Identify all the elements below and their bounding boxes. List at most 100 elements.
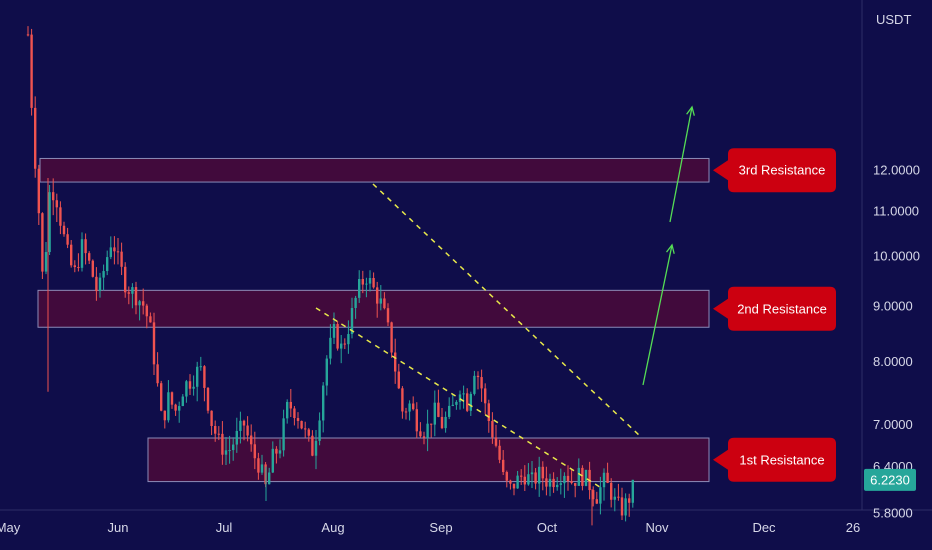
candle-body <box>613 496 616 500</box>
price-tick-label: 5.3000 <box>873 548 913 550</box>
price-tick-label: 5.8000 <box>873 506 913 521</box>
candle-body <box>275 448 278 454</box>
candle-body <box>437 402 440 417</box>
resistance-label-bg <box>713 286 836 331</box>
candle-body <box>502 459 505 473</box>
candle-body <box>343 343 346 345</box>
candle-body <box>458 394 462 402</box>
price-tick-label: 9.0000 <box>873 298 913 313</box>
candle-body <box>487 403 490 422</box>
candle-body <box>350 308 354 335</box>
candle-body <box>185 381 188 397</box>
candle-body <box>170 392 174 405</box>
candle-body <box>484 388 487 404</box>
candle-body <box>365 283 368 285</box>
candle-body <box>257 458 260 473</box>
candle-body <box>444 416 447 429</box>
candle-body <box>178 406 181 411</box>
candle-body <box>174 404 177 411</box>
candle-body <box>80 239 84 268</box>
candle-body <box>242 420 246 426</box>
resistance-label: 2nd Resistance <box>713 286 836 331</box>
candle-body <box>617 496 620 498</box>
candle-body <box>196 366 199 387</box>
candle-body <box>498 445 501 460</box>
candle-body <box>329 337 332 359</box>
candle-body <box>260 464 264 473</box>
candle-body <box>606 472 609 483</box>
candle-body <box>73 265 76 268</box>
candle-body <box>55 200 58 208</box>
candle-body <box>584 469 588 486</box>
candle-body <box>235 430 238 445</box>
candle-body <box>494 437 498 446</box>
candle-body <box>120 251 123 267</box>
candle-body <box>548 478 552 487</box>
candle-body <box>246 425 249 436</box>
candle-body <box>376 287 379 304</box>
candle-body <box>142 301 145 306</box>
time-tick-label: Dec <box>752 520 776 535</box>
candle-body <box>181 396 184 407</box>
candle-body <box>534 472 537 484</box>
candle-body <box>314 440 318 456</box>
candle-body <box>354 297 357 309</box>
candle-body <box>358 278 361 298</box>
candle-body <box>386 308 390 323</box>
candle-body <box>383 298 386 309</box>
candle-body <box>516 475 519 489</box>
candle-body <box>545 478 548 487</box>
candle-body <box>124 266 127 293</box>
candle-body <box>106 257 109 272</box>
candle-body <box>372 277 375 288</box>
quote-currency-label: USDT <box>876 12 911 27</box>
candle-body <box>408 403 411 412</box>
candle-body <box>77 267 80 269</box>
candle-body <box>134 287 138 306</box>
resistance-label-bg <box>713 437 836 482</box>
candle-body <box>318 420 321 441</box>
candle-body <box>160 383 163 411</box>
candle-body <box>577 467 580 486</box>
candle-body <box>610 482 613 500</box>
candle-body <box>268 472 271 485</box>
resistance-label: 3rd Resistance <box>713 148 836 193</box>
price-tick-label: 12.0000 <box>873 163 920 178</box>
resistance-label-text: 3rd Resistance <box>739 163 826 178</box>
candle-body <box>239 420 242 431</box>
candle-body <box>538 466 541 484</box>
resistance-zone <box>39 157 710 183</box>
candle-body <box>109 247 112 258</box>
candle-body <box>300 420 303 429</box>
candle-body <box>451 404 454 406</box>
candle-body <box>512 483 516 489</box>
time-tick-label: Jun <box>108 520 129 535</box>
candle-body <box>214 425 217 434</box>
candle-body <box>592 490 595 500</box>
candle-body <box>574 483 577 486</box>
candle-body <box>390 322 393 353</box>
candle-body <box>426 423 429 438</box>
target-arrow-3rd-head <box>686 105 695 116</box>
candle-body <box>448 405 451 417</box>
candle-body <box>307 429 310 436</box>
time-axis: May Jun Jul Aug Sep Oct Nov Dec 26 <box>0 520 860 535</box>
candle-body <box>30 34 33 108</box>
candle-body <box>113 247 116 252</box>
resistance-label-text: 2nd Resistance <box>737 301 827 316</box>
candle-body <box>88 253 91 261</box>
candle-body <box>541 466 544 479</box>
target-arrow-2nd-head <box>666 243 675 254</box>
price-tick-label: 7.0000 <box>873 417 913 432</box>
target-arrow-2nd <box>642 244 673 386</box>
candle-body <box>397 371 400 389</box>
candle-body <box>628 498 631 503</box>
candle-body <box>509 480 512 484</box>
time-tick-label: May <box>0 520 21 535</box>
time-tick-label: Jul <box>216 520 233 535</box>
candle-body <box>188 381 192 389</box>
time-tick-label: Aug <box>321 520 344 535</box>
candle-body <box>95 276 98 292</box>
